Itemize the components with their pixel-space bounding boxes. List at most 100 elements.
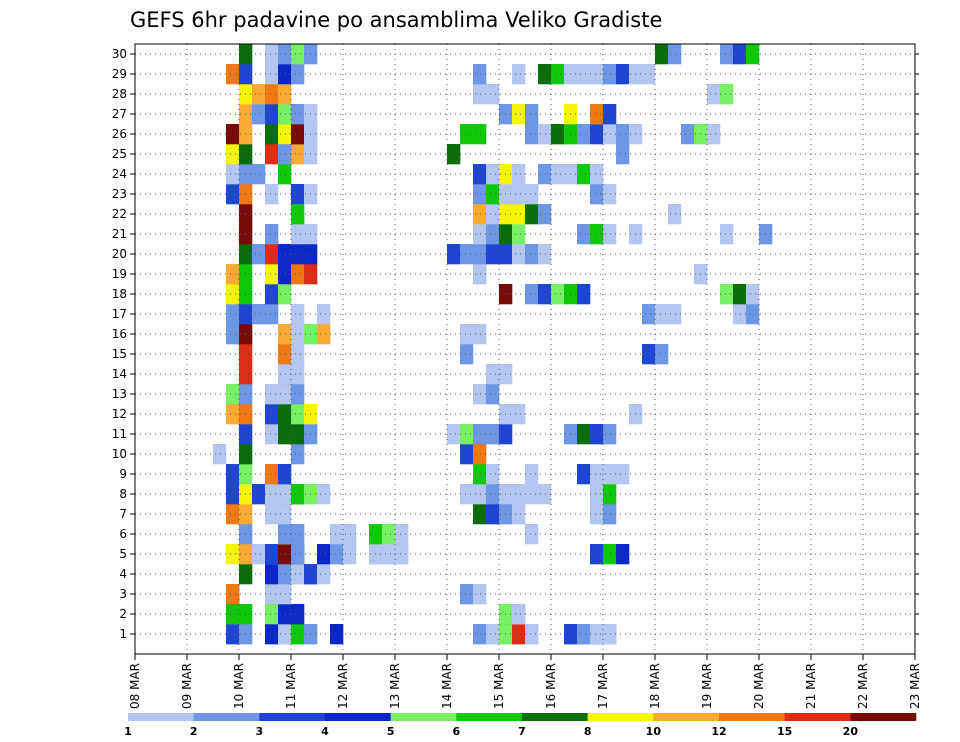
- heatmap-cell: [668, 44, 682, 65]
- heatmap-cell: [317, 304, 331, 325]
- heatmap-cell: [278, 124, 292, 145]
- heatmap-cell: [213, 444, 227, 465]
- y-tick-label: 3: [119, 587, 127, 601]
- heatmap-cell: [265, 504, 279, 525]
- heatmap-cell: [577, 464, 591, 485]
- heatmap-cell: [317, 564, 331, 585]
- heatmap-cell: [642, 344, 656, 365]
- x-tick-label: 08 MAR: [128, 663, 142, 709]
- legend-swatch: [719, 713, 785, 721]
- heatmap-cell: [278, 144, 292, 165]
- heatmap-cell: [252, 244, 266, 265]
- heatmap-cell: [278, 544, 292, 565]
- heatmap-cell: [395, 544, 409, 565]
- legend-swatch: [850, 713, 917, 721]
- heatmap-cell: [707, 84, 721, 105]
- heatmap-cell: [291, 424, 305, 445]
- cells-layer: [213, 44, 773, 645]
- legend-label: 3: [256, 725, 264, 738]
- heatmap-cell: [278, 364, 292, 385]
- heatmap-cell: [720, 44, 734, 65]
- heatmap-cell: [551, 284, 565, 305]
- heatmap-cell: [343, 544, 357, 565]
- heatmap-cell: [291, 144, 305, 165]
- x-tick-label: 19 MAR: [700, 663, 714, 709]
- heatmap-cell: [525, 204, 539, 225]
- heatmap-cell: [746, 304, 760, 325]
- heatmap-cell: [512, 224, 526, 245]
- legend-label: 12: [711, 725, 726, 738]
- heatmap-cell: [512, 164, 526, 185]
- heatmap-cell: [486, 424, 500, 445]
- heatmap-cell: [486, 84, 500, 105]
- x-tick-label: 21 MAR: [804, 663, 818, 709]
- heatmap-cell: [590, 104, 604, 125]
- heatmap-cell: [473, 264, 487, 285]
- x-tick-label: 10 MAR: [232, 663, 246, 709]
- heatmap-cell: [291, 624, 305, 645]
- heatmap-cell: [551, 64, 565, 85]
- legend-label: 15: [777, 725, 792, 738]
- heatmap-cell: [460, 584, 474, 605]
- heatmap-cell: [486, 204, 500, 225]
- heatmap-cell: [226, 624, 240, 645]
- heatmap-cell: [226, 464, 240, 485]
- heatmap-cell: [226, 604, 240, 625]
- heatmap-cell: [226, 324, 240, 345]
- heatmap-cell: [473, 84, 487, 105]
- plot-frame: [134, 43, 916, 655]
- heatmap-cell: [278, 84, 292, 105]
- legend-label: 5: [387, 725, 395, 738]
- heatmap-cell: [733, 284, 747, 305]
- heatmap-cell: [473, 184, 487, 205]
- heatmap-cell: [525, 244, 539, 265]
- y-tick-label: 9: [119, 467, 127, 481]
- heatmap-cell: [226, 504, 240, 525]
- heatmap-cell: [616, 464, 630, 485]
- heatmap-cell: [603, 124, 617, 145]
- heatmap-cell: [265, 604, 279, 625]
- heatmap-cell: [590, 64, 604, 85]
- heatmap-cell: [668, 204, 682, 225]
- heatmap-cell: [252, 544, 266, 565]
- heatmap-cell: [603, 424, 617, 445]
- heatmap-cell: [278, 584, 292, 605]
- heatmap-cell: [291, 604, 305, 625]
- heatmap-cell: [330, 544, 344, 565]
- y-tick-label: 19: [112, 267, 127, 281]
- heatmap-cell: [538, 284, 552, 305]
- heatmap-cell: [577, 424, 591, 445]
- heatmap-cell: [317, 484, 331, 505]
- heatmap-cell: [512, 184, 526, 205]
- legend-label: 10: [646, 725, 662, 738]
- heatmap-cell: [590, 124, 604, 145]
- heatmap-cell: [486, 224, 500, 245]
- heatmap-cell: [577, 124, 591, 145]
- heatmap-cell: [512, 204, 526, 225]
- heatmap-cell: [252, 304, 266, 325]
- x-tick-label: 22 MAR: [856, 663, 870, 709]
- heatmap-cell: [460, 124, 474, 145]
- heatmap-cell: [473, 484, 487, 505]
- heatmap-cell: [551, 164, 565, 185]
- heatmap-cell: [590, 544, 604, 565]
- heatmap-cell: [265, 564, 279, 585]
- heatmap-cell: [473, 504, 487, 525]
- legend-swatch: [128, 713, 194, 721]
- y-tick-label: 25: [112, 147, 127, 161]
- heatmap-cell: [538, 204, 552, 225]
- heatmap-cell: [265, 64, 279, 85]
- heatmap-cell: [278, 264, 292, 285]
- heatmap-cell: [226, 544, 240, 565]
- heatmap-cell: [252, 104, 266, 125]
- heatmap-cell: [720, 224, 734, 245]
- heatmap-cell: [226, 164, 240, 185]
- y-tick-label: 24: [112, 167, 127, 181]
- legend-swatch: [784, 713, 851, 721]
- heatmap-cell: [226, 124, 240, 145]
- heatmap-cell: [512, 484, 526, 505]
- heatmap-cell: [291, 244, 305, 265]
- grid-layer: [135, 44, 915, 654]
- y-tick-label: 20: [112, 247, 127, 261]
- heatmap-cell: [590, 184, 604, 205]
